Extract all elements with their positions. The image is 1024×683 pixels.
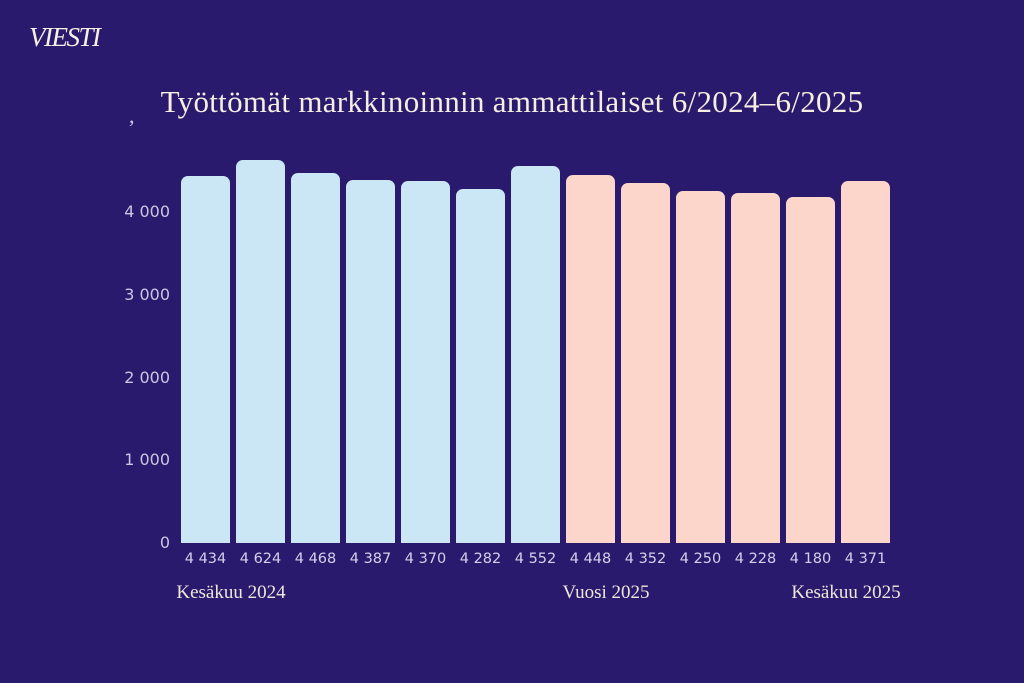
y-axis-tick-label: 2 000 (124, 367, 170, 387)
bar (731, 193, 780, 543)
x-axis-label-kesakuu-2025: Kesäkuu 2025 (791, 582, 901, 603)
bar (841, 181, 890, 543)
y-axis-tick-label: 4 000 (124, 202, 170, 222)
bar-value-label: 4 387 (349, 551, 392, 567)
y-axis-tick-label: 1 000 (124, 450, 170, 470)
bar-value-label: 4 434 (184, 551, 227, 567)
bar-column: 4 228 (731, 150, 780, 567)
bar-column: 4 370 (401, 150, 450, 567)
bar-value-label: 4 371 (844, 551, 887, 567)
bar-column: 4 371 (841, 150, 890, 567)
bar-column: 4 434 (181, 150, 230, 567)
bar-value-label: 4 250 (679, 551, 722, 567)
bar (291, 173, 340, 543)
bar-column: 4 448 (566, 150, 615, 567)
bar-value-label: 4 180 (789, 551, 832, 567)
bar-column: 4 468 (291, 150, 340, 567)
bar (786, 197, 835, 543)
y-axis: 4 000 3 000 2 000 1 000 0 (0, 150, 170, 552)
brand-logo: VIESTI (29, 22, 101, 52)
bar-value-label: 4 468 (294, 551, 337, 567)
bar-value-label: 4 228 (734, 551, 777, 567)
bar-value-label: 4 552 (514, 551, 557, 567)
x-axis-label-vuosi-2025: Vuosi 2025 (562, 582, 650, 603)
bar-column: 4 282 (456, 150, 505, 567)
bar-value-label: 4 282 (459, 551, 502, 567)
bar (676, 191, 725, 543)
bar-column: 4 180 (786, 150, 835, 567)
bar-column: 4 552 (511, 150, 560, 567)
y-axis-tick-label: 0 (159, 533, 170, 552)
bar-value-label: 4 624 (239, 551, 282, 567)
bar-value-label: 4 448 (569, 551, 612, 567)
x-axis-label-kesakuu-2024: Kesäkuu 2024 (176, 582, 286, 603)
bar (401, 181, 450, 543)
bar (346, 180, 395, 543)
bar-column: 4 250 (676, 150, 725, 567)
bar (511, 166, 560, 543)
bar (621, 182, 670, 543)
bar-plot-area: 4 434 4 624 4 468 4 387 4 370 4 282 4 552 4 448… (181, 150, 890, 567)
bar (456, 188, 505, 543)
decorative-comma-mark: , (129, 103, 135, 128)
chart-title: Työttömät markkinoinnin ammattilaiset 6/… (160, 84, 864, 119)
bar-column: 4 352 (621, 150, 670, 567)
bar-value-label: 4 370 (404, 551, 447, 567)
bar (181, 176, 230, 543)
bar (566, 175, 615, 543)
bar-column: 4 387 (346, 150, 395, 567)
bar-column: 4 624 (236, 150, 285, 567)
y-axis-tick-label: 3 000 (124, 284, 170, 304)
bar-value-label: 4 352 (624, 551, 667, 567)
bar (236, 160, 285, 543)
